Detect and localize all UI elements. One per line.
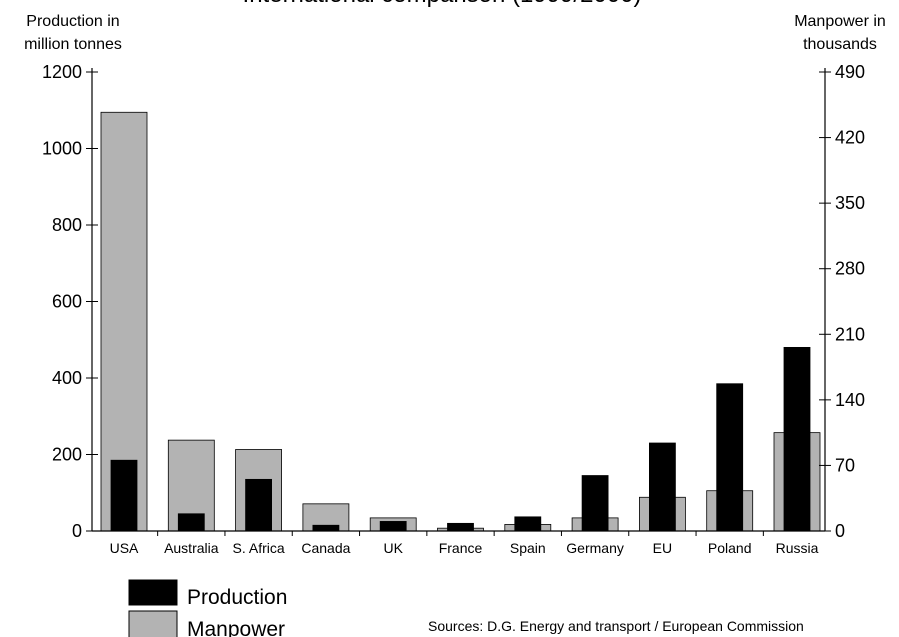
right-tick-label: 350 — [835, 193, 865, 213]
right-tick-label: 0 — [835, 521, 845, 541]
left-tick-label: 1000 — [42, 139, 82, 159]
x-tick-label: Australia — [164, 540, 219, 556]
x-tick-label: EU — [653, 540, 672, 556]
bar-production-spain — [514, 516, 542, 532]
x-tick-label: Spain — [510, 540, 546, 556]
legend-label-production: Production — [187, 586, 287, 609]
left-axis-label-line1: Production in — [26, 13, 119, 30]
bar-production-usa — [110, 459, 138, 532]
left-tick-label: 0 — [72, 521, 82, 541]
legend-swatch-production — [128, 579, 178, 606]
right-tick-label: 280 — [835, 259, 865, 279]
left-tick-label: 1200 — [42, 62, 82, 82]
legend-swatch-manpower — [128, 610, 178, 637]
bar-production-eu — [649, 442, 676, 532]
bar-production-s-africa — [245, 478, 273, 532]
bar-production-uk — [379, 521, 407, 532]
x-tick-label: S. Africa — [233, 540, 285, 556]
bar-production-poland — [716, 383, 744, 532]
x-tick-label: UK — [383, 540, 403, 556]
bar-production-canada — [312, 524, 340, 532]
right-tick-label: 70 — [835, 455, 855, 475]
right-tick-label: 490 — [835, 62, 865, 82]
axes-layer: USA Australia S. Africa Canada UK France Spain… — [42, 62, 865, 556]
x-tick-label: USA — [110, 540, 139, 556]
bar-production-russia — [783, 346, 811, 532]
left-tick-label: 400 — [52, 368, 82, 388]
x-tick-label: Germany — [566, 540, 624, 556]
right-axis-label-line1: Manpower in — [794, 13, 886, 30]
x-tick-label: Canada — [301, 540, 350, 556]
right-tick-label: 420 — [835, 128, 865, 148]
bar-production-australia — [177, 513, 205, 532]
bar-production-france — [447, 522, 474, 532]
x-tick-label: Russia — [776, 540, 819, 556]
x-tick-label: France — [439, 540, 483, 556]
bar-production-germany — [581, 475, 609, 532]
x-tick-label: Poland — [708, 540, 752, 556]
right-tick-label: 210 — [835, 324, 865, 344]
legend: Production Manpower — [128, 579, 287, 637]
left-tick-label: 600 — [52, 292, 82, 312]
source-note: Sources: D.G. Energy and transport / Eur… — [428, 618, 804, 634]
right-tick-label: 140 — [835, 390, 865, 410]
left-tick-label: 200 — [52, 445, 82, 465]
left-axis-label-line2: million tonnes — [24, 36, 122, 53]
left-tick-label: 800 — [52, 215, 82, 235]
bars-layer — [100, 111, 821, 532]
right-axis-label-line2: thousands — [803, 36, 877, 53]
legend-label-manpower: Manpower — [187, 618, 285, 637]
